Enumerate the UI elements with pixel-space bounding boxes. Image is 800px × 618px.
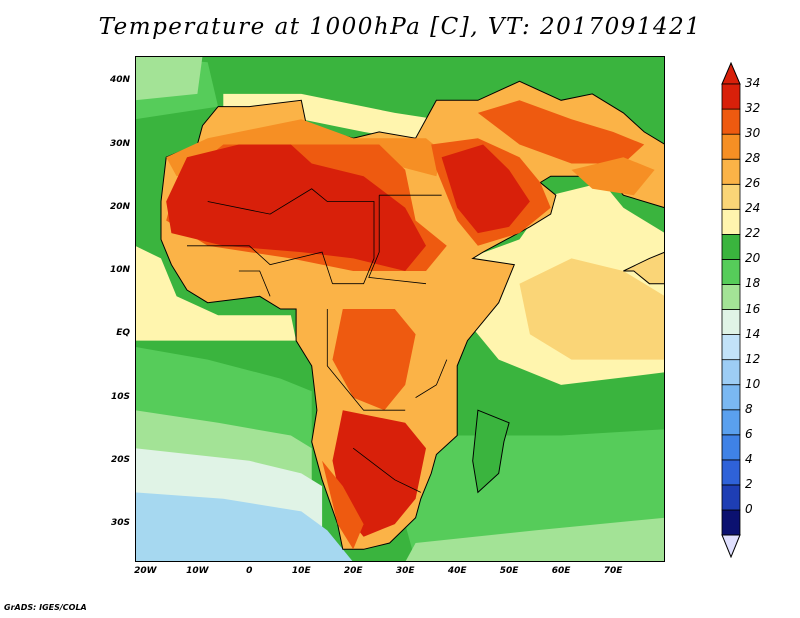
sahara-34: [166, 144, 426, 271]
pakistan-30: [571, 157, 655, 196]
lon-label-60e: 60E: [551, 566, 571, 576]
country-border-4: [326, 309, 406, 411]
colorbar-swatch-8: [721, 409, 741, 436]
country-border-0: [207, 188, 375, 285]
colorbar-label-4: 4: [745, 451, 753, 466]
colorbar-over-arrow: [721, 62, 741, 85]
colorbar-swatch-30: [721, 133, 741, 160]
colorbar-swatch-16: [721, 309, 741, 336]
lon-label-40e: 40E: [447, 566, 467, 576]
lat-label-40n: 40N: [109, 75, 130, 86]
colorbar-swatch-20: [721, 258, 741, 285]
colorbar-label-32: 32: [745, 101, 761, 116]
lat-label-eq: EQ: [116, 328, 130, 339]
colorbar-swatch-12: [721, 359, 741, 386]
indian-ocean-band-18: [405, 517, 665, 562]
lon-label-10e: 10E: [291, 566, 311, 576]
colorbar-swatch-34: [721, 83, 741, 110]
lon-label-50e: 50E: [499, 566, 519, 576]
lon-label-0: 0: [246, 566, 253, 576]
lon-label-10w: 10W: [186, 566, 209, 576]
lon-label-70e: 70E: [603, 566, 623, 576]
colorbar-label-18: 18: [745, 276, 761, 291]
colorbar-label-28: 28: [745, 151, 761, 166]
colorbar-label-12: 12: [745, 351, 761, 366]
colorbar-label-8: 8: [745, 401, 753, 416]
lat-label-20n: 20N: [109, 201, 130, 212]
colorbar-swatch-28: [721, 158, 741, 185]
congo-32: [332, 309, 416, 411]
lat-label-10n: 10N: [109, 265, 130, 276]
lon-label-30e: 30E: [395, 566, 415, 576]
colorbar-under-arrow: [721, 534, 741, 558]
lat-label-30n: 30N: [109, 138, 130, 149]
namibia-32: [322, 460, 364, 550]
colorbar-label-26: 26: [745, 176, 761, 191]
southern-africa-34: [332, 410, 426, 537]
colorbar-swatch-0: [721, 509, 741, 536]
colorbar-swatch-22: [721, 233, 741, 260]
colorbar-swatch-4: [721, 459, 741, 486]
country-border-7: [415, 359, 448, 398]
colorbar-label-20: 20: [745, 251, 761, 266]
colorbar-swatch-18: [721, 283, 741, 310]
colorbar-swatch-6: [721, 434, 741, 461]
colorbar-label-34: 34: [745, 76, 761, 90]
country-border-5: [352, 447, 421, 493]
colorbar-swatch-10: [721, 384, 741, 411]
colorbar-swatch-2: [721, 484, 741, 511]
colorbar-label-30: 30: [745, 126, 761, 141]
colorbar-label-14: 14: [745, 326, 761, 341]
madagascar: [472, 409, 510, 494]
grads-credit: GrADS: IGES/COLA: [4, 603, 87, 612]
colorbar-label-2: 2: [745, 476, 753, 491]
map-title: Temperature at 1000hPa [C], VT: 20170914…: [98, 14, 702, 40]
india-south-26: [623, 251, 665, 285]
lon-label-20w: 20W: [134, 566, 157, 576]
temperature-map: [135, 56, 665, 562]
map-panel: [135, 56, 665, 562]
country-border-6: [238, 270, 271, 297]
colorbar-swatch-24: [721, 208, 741, 235]
colorbar-label-10: 10: [745, 376, 761, 391]
gulf-guinea-24: [135, 245, 297, 341]
country-border-3: [368, 195, 427, 285]
colorbar-label-16: 16: [745, 301, 761, 316]
colorbar-label-24: 24: [745, 201, 761, 216]
colorbar-swatch-32: [721, 108, 741, 135]
arabian-sea-26: [519, 258, 665, 360]
atlantic-north-18: [135, 56, 203, 101]
colorbar-label-6: 6: [745, 426, 753, 441]
colorbar-label-22: 22: [745, 226, 761, 241]
lat-label-30s: 30S: [110, 518, 130, 529]
map-frame: [135, 56, 665, 562]
country-border-1: [187, 245, 333, 284]
colorbar: [721, 62, 741, 558]
lat-label-20s: 20S: [110, 454, 130, 465]
iran-32: [477, 100, 645, 164]
arabia-34: [441, 144, 530, 234]
colorbar-swatch-14: [721, 334, 741, 361]
colorbar-label-0: 0: [745, 501, 753, 516]
colorbar-swatch-26: [721, 183, 741, 210]
sea-band-14: [135, 492, 354, 562]
lon-label-20e: 20E: [343, 566, 363, 576]
lat-label-10s: 10S: [110, 391, 130, 402]
